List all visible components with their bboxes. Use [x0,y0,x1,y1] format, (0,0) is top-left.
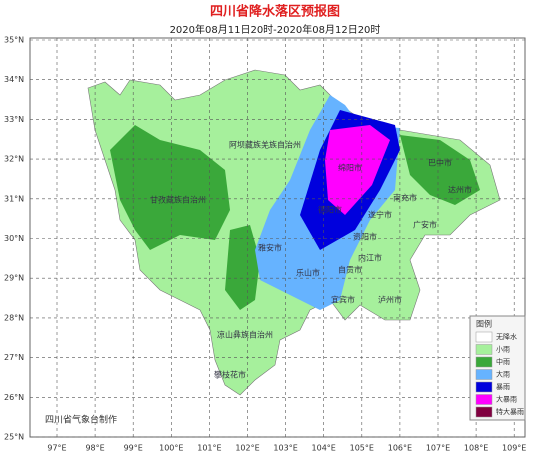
lat-label: 34°N [4,75,24,84]
legend-label: 小雨 [496,345,510,354]
lat-label: 30°N [4,234,24,243]
legend-label: 暴雨 [496,383,510,391]
region-label: 雅安市 [258,243,282,253]
lat-label: 28°N [4,313,24,322]
region-label: 内江市 [358,253,382,263]
legend-swatch [475,394,493,405]
moderate-rain-area [400,135,480,205]
legend-swatch [475,369,493,380]
lon-label: 98°E [85,444,104,453]
region-label: 自贡市 [338,265,362,275]
legend-label: 无降水 [496,332,517,341]
region-label: 甘孜藏族自治州 [150,195,206,205]
region-label: 凉山彝族自治州 [217,330,273,340]
region-label: 资阳市 [353,232,377,242]
region-label: 阿坝藏族羌族自治州 [229,140,301,150]
lat-label: 29°N [4,274,24,283]
region-label: 广安市 [413,220,437,230]
lat-label: 25°N [4,433,24,442]
region-label: 绵阳市 [338,163,362,173]
region-label: 达州市 [448,185,472,195]
lat-label: 27°N [4,353,24,362]
region-label: 宜宾市 [331,295,355,305]
lon-label: 99°E [124,444,143,453]
subtitle: 2020年08月11日20时-2020年08月12日20时 [170,23,381,36]
graticule: 97°E 98°E 99°E 100°E 101°E 102°E 103°E 104°E 105… [4,36,526,453]
region-label: 遂宁市 [368,210,392,220]
lon-label: 97°E [47,444,66,453]
legend-swatch [475,331,493,343]
lon-label: 103°E [273,444,297,453]
lat-label: 26°N [4,393,24,402]
title: 四川省降水落区预报图 [210,4,340,20]
region-label: 乐山市 [296,268,320,278]
moderate-rain-area [110,125,230,250]
lon-label: 102°E [235,444,259,453]
lon-label: 100°E [159,444,183,453]
region-label: 南充市 [393,193,417,203]
legend-label: 大暴雨 [496,395,517,404]
lon-label: 106°E [388,444,412,453]
legend-swatch [475,356,493,368]
lon-label: 108°E [464,444,488,453]
region-label: 巴中市 [428,158,452,168]
precip-areas [87,69,501,396]
lon-label: 101°E [197,444,221,453]
region-label: 德阳市 [318,205,342,215]
lat-label: 35°N [4,36,24,45]
lat-label: 33°N [4,115,24,124]
lon-label: 107°E [426,444,450,453]
lon-label: 104°E [312,444,336,453]
credit: 四川省气象台制作 [45,414,117,426]
legend-swatch [475,344,493,355]
legend-label: 特大暴雨 [496,407,524,416]
region-label: 攀枝花市 [214,370,246,380]
moderate-rain-area [225,225,260,310]
lat-label: 31°N [4,194,24,203]
heavy-rainstorm-area [325,125,390,215]
region-label: 泸州市 [378,295,402,305]
legend-label: 中雨 [496,357,510,366]
legend-label: 大雨 [496,370,510,379]
lon-label: 109°E [502,444,526,453]
legend-swatch [475,406,493,418]
lat-label: 32°N [4,155,24,164]
legend-swatch [475,381,493,393]
lon-label: 105°E [350,444,374,453]
legend-title: 图例 [476,319,492,329]
